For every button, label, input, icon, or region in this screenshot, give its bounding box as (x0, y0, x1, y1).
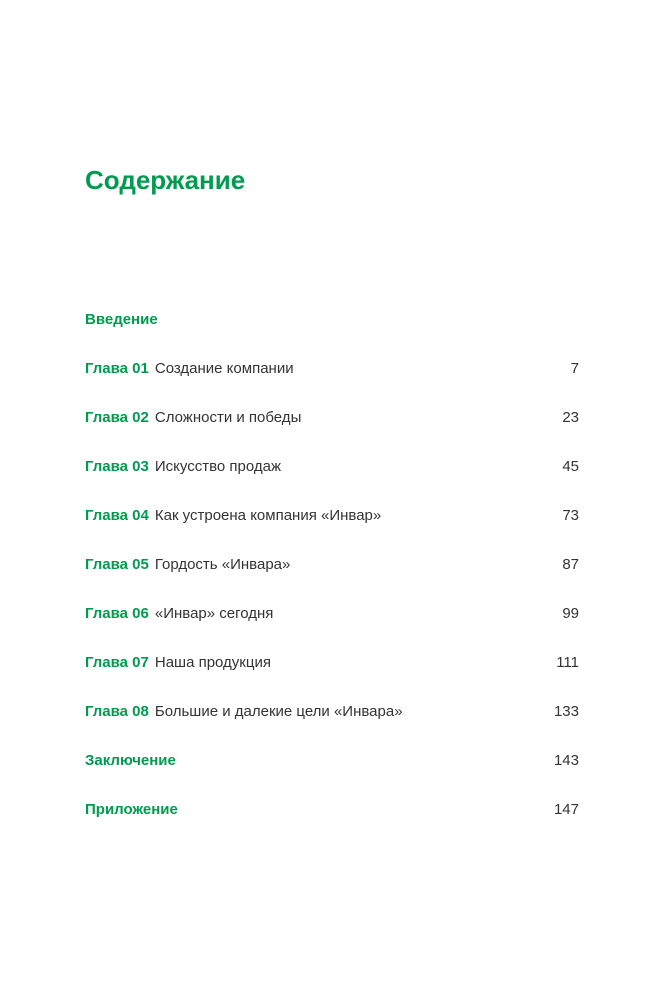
toc-row-conclusion: Заключение 143 (85, 752, 579, 769)
toc-row-left: Глава 05 Гордость «Инвара» (85, 556, 290, 573)
toc-page: Содержание Введение Глава 01 Создание ко… (0, 0, 664, 818)
toc-row: Глава 04 Как устроена компания «Инвар» 7… (85, 507, 579, 524)
page-number: 147 (554, 801, 579, 818)
chapter-label: Глава 01 (85, 360, 149, 377)
page-number: 7 (571, 360, 579, 377)
toc-row-left: Глава 03 Искусство продаж (85, 458, 281, 475)
chapter-title: «Инвар» сегодня (155, 605, 274, 622)
chapter-title: Гордость «Инвара» (155, 556, 290, 573)
toc-row-appendix: Приложение 147 (85, 801, 579, 818)
page-number: 133 (554, 703, 579, 720)
toc-row: Глава 03 Искусство продаж 45 (85, 458, 579, 475)
intro-label: Введение (85, 311, 579, 328)
page-number: 23 (562, 409, 579, 426)
toc-row-left: Заключение (85, 752, 176, 769)
chapter-title: Наша продукция (155, 654, 271, 671)
appendix-label: Приложение (85, 801, 178, 818)
chapter-label: Глава 07 (85, 654, 149, 671)
page-number: 45 (562, 458, 579, 475)
toc-row-left: Глава 01 Создание компании (85, 360, 294, 377)
toc-row: Глава 06 «Инвар» сегодня 99 (85, 605, 579, 622)
page-number: 87 (562, 556, 579, 573)
toc-row-left: Приложение (85, 801, 178, 818)
toc-row-left: Глава 06 «Инвар» сегодня (85, 605, 273, 622)
chapter-title: Сложности и победы (155, 409, 301, 426)
chapter-title: Как устроена компания «Инвар» (155, 507, 381, 524)
toc-row: Глава 01 Создание компании 7 (85, 360, 579, 377)
toc-row: Глава 08 Большие и далекие цели «Инвара»… (85, 703, 579, 720)
conclusion-label: Заключение (85, 752, 176, 769)
chapter-label: Глава 06 (85, 605, 149, 622)
chapter-label: Глава 05 (85, 556, 149, 573)
toc-row-left: Глава 07 Наша продукция (85, 654, 271, 671)
page-number: 143 (554, 752, 579, 769)
chapter-title: Искусство продаж (155, 458, 281, 475)
toc-row-left: Глава 02 Сложности и победы (85, 409, 301, 426)
toc-row-left: Глава 08 Большие и далекие цели «Инвара» (85, 703, 403, 720)
chapter-title: Большие и далекие цели «Инвара» (155, 703, 403, 720)
page-title: Содержание (85, 165, 579, 196)
page-number: 99 (562, 605, 579, 622)
chapter-label: Глава 04 (85, 507, 149, 524)
toc-row-left: Глава 04 Как устроена компания «Инвар» (85, 507, 381, 524)
toc-row: Глава 05 Гордость «Инвара» 87 (85, 556, 579, 573)
page-number: 111 (556, 654, 579, 671)
chapter-label: Глава 08 (85, 703, 149, 720)
toc-row: Глава 02 Сложности и победы 23 (85, 409, 579, 426)
chapter-title: Создание компании (155, 360, 294, 377)
page-number: 73 (562, 507, 579, 524)
chapter-label: Глава 03 (85, 458, 149, 475)
toc-row: Глава 07 Наша продукция 111 (85, 654, 579, 671)
chapter-label: Глава 02 (85, 409, 149, 426)
